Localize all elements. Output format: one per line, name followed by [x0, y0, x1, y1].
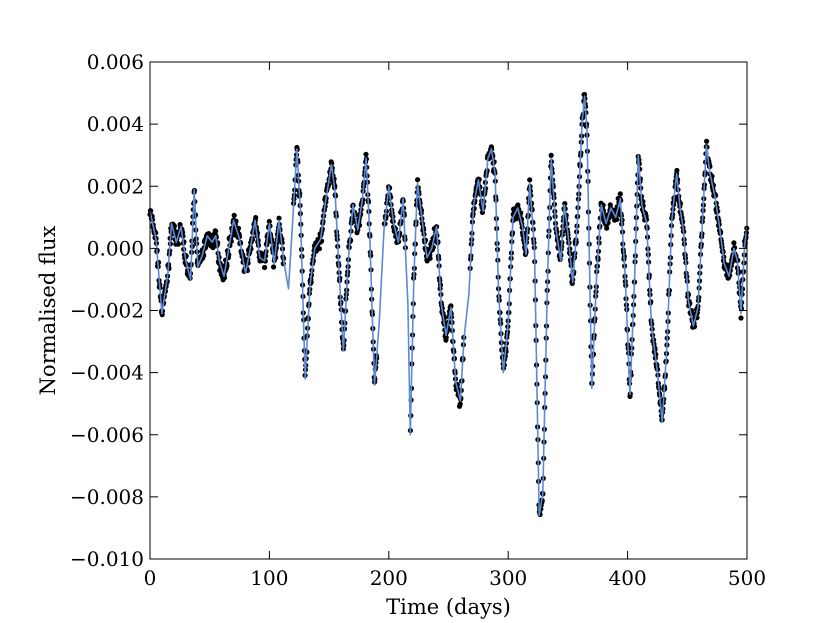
y-tick-label: −0.004 — [70, 361, 144, 385]
data-point — [617, 191, 623, 197]
data-point — [448, 303, 454, 309]
data-point — [262, 264, 268, 271]
data-point — [231, 212, 237, 218]
data-point — [276, 215, 282, 221]
data-point — [674, 167, 680, 174]
data-point — [363, 151, 369, 157]
y-tick-label: 0.000 — [87, 236, 144, 260]
y-axis-label: Normalised flux — [36, 226, 60, 396]
x-tick-label: 100 — [250, 566, 288, 590]
data-point — [704, 138, 710, 144]
data-point — [271, 264, 277, 270]
y-tick-label: −0.002 — [70, 299, 144, 323]
data-point — [415, 177, 421, 183]
data-point — [548, 152, 554, 158]
data-point — [457, 401, 463, 407]
y-tick-label: 0.004 — [87, 112, 144, 136]
data-point — [614, 216, 620, 222]
y-tick-label: −0.010 — [70, 547, 144, 571]
x-tick-label: 0 — [144, 566, 157, 590]
x-axis-label: Time (days) — [386, 595, 511, 619]
data-point — [213, 228, 219, 234]
model-line-layer — [149, 95, 748, 517]
data-point — [329, 161, 335, 167]
y-tick-label: 0.006 — [87, 50, 144, 74]
y-tick-label: −0.008 — [70, 485, 144, 509]
data-point — [175, 241, 181, 247]
data-point — [210, 245, 216, 251]
y-tick-label: 0.002 — [87, 174, 144, 198]
data-point — [738, 315, 744, 321]
y-tick-label: −0.006 — [70, 423, 144, 447]
data-point — [515, 202, 521, 208]
data-point — [604, 225, 610, 231]
model-line — [149, 95, 748, 517]
data-point — [253, 215, 259, 221]
data-point — [316, 246, 322, 252]
data-point — [266, 218, 272, 225]
x-tick-label: 500 — [728, 566, 766, 590]
x-tick-label: 400 — [609, 566, 647, 590]
data-point — [527, 177, 533, 183]
x-tick-label: 300 — [489, 566, 527, 590]
data-point — [427, 255, 433, 261]
data-point — [443, 334, 449, 341]
x-tick-label: 200 — [370, 566, 408, 590]
x-tick-labels: 0 100 200 300 400 500 — [144, 566, 766, 590]
data-point — [221, 275, 228, 281]
data-point — [581, 91, 588, 98]
data-point — [731, 240, 737, 246]
axis-ticks — [149, 61, 748, 560]
y-tick-labels: 0.006 0.004 0.002 0.000 −0.002 −0.004 −0.006 −0… — [70, 50, 144, 571]
